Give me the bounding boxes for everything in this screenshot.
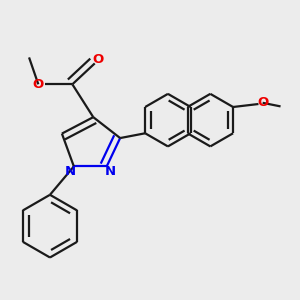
- Text: N: N: [65, 165, 76, 178]
- Text: O: O: [257, 96, 268, 109]
- Text: N: N: [105, 165, 116, 178]
- Text: O: O: [92, 53, 103, 66]
- Text: O: O: [33, 78, 44, 91]
